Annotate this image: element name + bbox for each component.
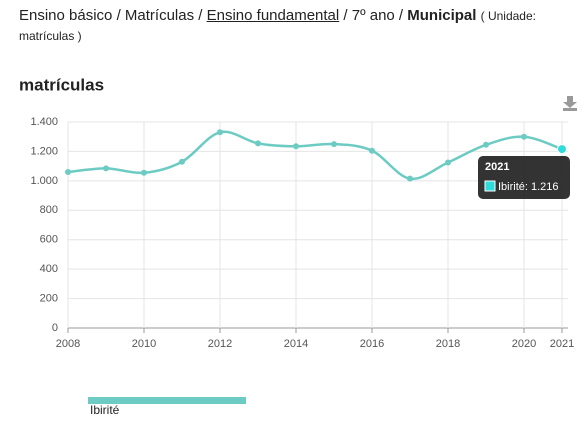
y-tick-label: 1.000 [30, 175, 58, 187]
x-tick-label: 2010 [132, 338, 156, 350]
crumb: Municipal [407, 7, 477, 24]
x-tick-label: 2008 [56, 338, 80, 350]
point [65, 169, 71, 176]
x-tick-label: 2014 [284, 338, 308, 350]
y-tick-label: 400 [40, 263, 58, 275]
crumb[interactable]: Matrículas [124, 7, 195, 24]
x-tick-label: 2018 [436, 338, 460, 350]
legend-swatch [88, 397, 246, 404]
crumb[interactable]: Ensino básico [19, 7, 113, 24]
point [255, 140, 261, 147]
point [483, 141, 489, 148]
tooltip-box [478, 156, 570, 199]
point [331, 141, 337, 148]
line [67, 130, 563, 180]
download-icon[interactable] [563, 96, 577, 111]
legend-label: Ibirité [90, 403, 120, 417]
crumb[interactable]: 7º ano [351, 7, 395, 24]
separator: / [398, 7, 404, 24]
point [179, 158, 185, 165]
x-tick-label: 2016 [360, 338, 384, 350]
x-tick-label: 2021 [550, 338, 574, 350]
point [369, 147, 375, 154]
tooltip-title: 2021 [485, 161, 509, 173]
breadcrumb: Ensino básico / Matrículas / Ensino fund… [19, 6, 574, 46]
point [445, 159, 451, 166]
x-tick-label: 2020 [512, 338, 536, 350]
separator: / [116, 7, 121, 24]
point [293, 143, 299, 150]
point [407, 175, 413, 182]
unit: ( Unidade: matrículas ) [19, 9, 536, 43]
x-tick-label: 2012 [208, 338, 232, 350]
crumb[interactable]: Ensino fundamental [206, 7, 340, 24]
point [103, 165, 109, 172]
y-tick-label: 200 [40, 292, 58, 304]
point [217, 129, 223, 136]
y-tick-label: 600 [40, 234, 58, 246]
y-tick-label: 1.400 [30, 116, 58, 128]
chart-title: matrículas [19, 75, 104, 94]
tooltip: 2021 Ibirité: 1.216 [478, 156, 570, 199]
y-tick-label: 1.200 [30, 145, 58, 157]
y-tick-label: 0 [52, 322, 58, 334]
separator: / [343, 7, 348, 24]
point [557, 144, 567, 155]
point [521, 133, 527, 140]
separator: / [198, 7, 203, 24]
point [141, 169, 147, 176]
tooltip-swatch [484, 180, 496, 192]
tooltip-text: Ibirité: 1.216 [498, 181, 559, 193]
y-tick-label: 800 [40, 204, 58, 216]
